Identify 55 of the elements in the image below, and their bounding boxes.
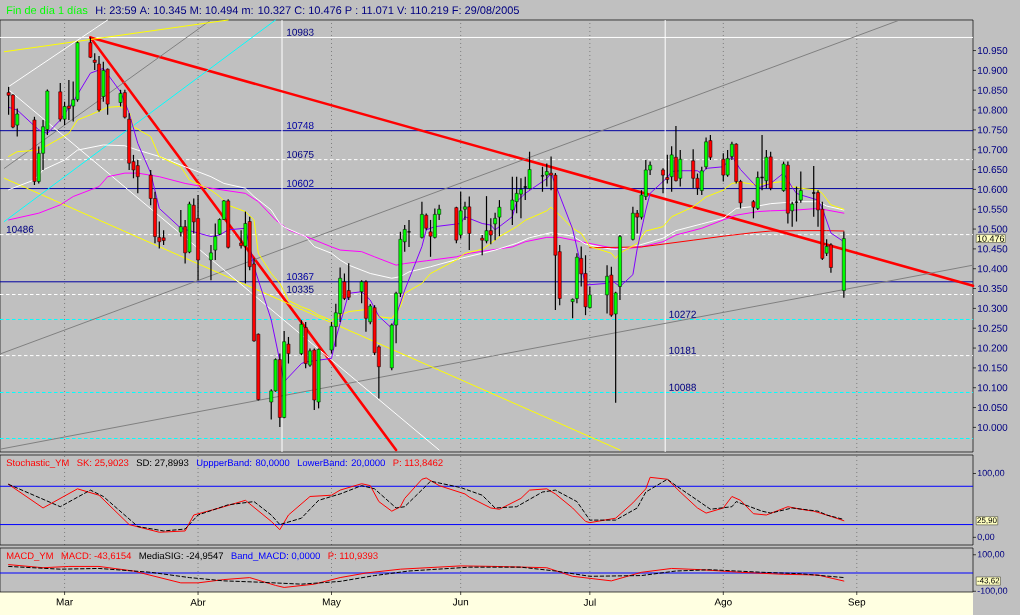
chart-subtitle: P: 110,9393 — [328, 552, 378, 561]
ref-line-label: UppperBand: 80,0000 — [196, 459, 290, 468]
ref-line-label: 10088 — [669, 383, 696, 391]
chart-title: Stochastic_YM — [6, 459, 69, 468]
series-label: MACD: -43,6154 — [61, 552, 132, 561]
series-label: MediaSIG: -24,9547 — [139, 552, 224, 561]
y-tick-label: 10.250 — [977, 324, 1008, 332]
y-tick-label: 10.900 — [977, 66, 1008, 74]
chart-title: Fin de día 1 días — [7, 5, 88, 15]
y-tick-label: 10.850 — [977, 86, 1008, 94]
ref-line-label: 10367 — [287, 273, 314, 281]
y-tick-label: 10.600 — [977, 185, 1008, 193]
ref-line-label: 10486 — [6, 225, 34, 233]
y-tick-label: 10.000 — [977, 423, 1008, 431]
x-tick-label: Abr — [190, 598, 206, 606]
y-tick-label: 10.500 — [977, 225, 1008, 233]
chart-subtitle: H: 23:59 A: 10.345 M: 10.494 m: 10.327 C: 10.476 P : 11.071 V: 110.219 F: 29/08/2005 — [96, 6, 519, 15]
y-tick-label: 10.050 — [977, 404, 1008, 412]
y-tick-label: 10.700 — [977, 146, 1008, 154]
y-tick-label: 10.150 — [977, 364, 1008, 372]
y-tick-label: 10.550 — [977, 205, 1008, 213]
ref-line-label: 10748 — [287, 121, 314, 129]
y-tick-label: 100,00 — [977, 469, 1005, 478]
y-tick-label: 0,00 — [977, 533, 995, 542]
ref-line-label: 10181 — [669, 346, 696, 354]
x-tick-label: May — [322, 598, 341, 608]
chart-subtitle: P: 113,8462 — [393, 459, 443, 468]
y-tick-label: 10.950 — [977, 47, 1008, 55]
ref-line-label: 10983 — [287, 28, 314, 36]
y-tick-label: 10.750 — [977, 126, 1008, 134]
x-tick-label: Ago — [714, 598, 732, 608]
x-tick-label: Jun — [452, 598, 469, 606]
ref-line-label: 10272 — [669, 310, 696, 318]
y-tick-label: 10.200 — [977, 344, 1008, 352]
ref-line-label: LowerBand: 20,0000 — [297, 459, 385, 468]
ref-line-label: 10602 — [287, 179, 314, 187]
y-tick-label: 10.400 — [977, 265, 1008, 273]
x-tick-label: Sep — [848, 598, 866, 608]
y-tick-label: 10.350 — [977, 285, 1008, 293]
x-tick-label: Mar — [56, 598, 73, 606]
ref-line-label: Band_MACD: 0,0000 — [231, 552, 320, 561]
y-tick-label: 10.800 — [977, 106, 1008, 114]
text: SK: 25,9023 — [77, 459, 129, 468]
text: SD: 27,8993 — [136, 459, 189, 468]
y-tick-label: 10.100 — [977, 384, 1008, 392]
x-tick-label: Jul — [583, 598, 596, 606]
ref-line-label: 10335 — [287, 285, 314, 293]
text: 10.476 — [977, 235, 1005, 242]
y-tick-label: 10.300 — [977, 304, 1008, 312]
y-tick-label: -100,00 — [977, 587, 1008, 595]
y-tick-label: 10.450 — [977, 245, 1008, 253]
y-tick-label: 100,00 — [977, 551, 1005, 559]
y-tick-label: 10.650 — [977, 166, 1008, 174]
ref-line-label: 10675 — [287, 150, 314, 158]
chart-title: MACD_YM — [6, 552, 53, 561]
